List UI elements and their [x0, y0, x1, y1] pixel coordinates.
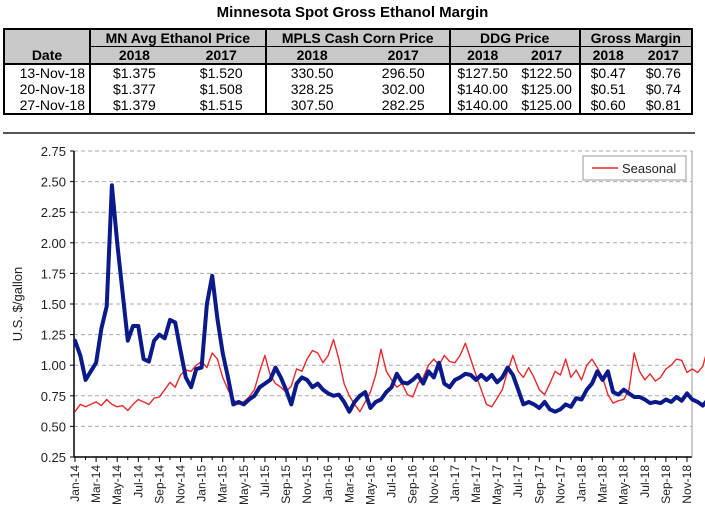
value-cell: $0.60 — [578, 97, 636, 114]
group-header-ethanol: MN Avg Ethanol Price — [89, 29, 266, 47]
value-cell: 282.25 — [381, 97, 425, 113]
year-header: 2017 — [514, 46, 580, 64]
x-tick-label: May-15 — [237, 465, 251, 505]
x-tick-label: Nov-16 — [427, 465, 441, 504]
value-cell: 302.00 — [381, 81, 425, 97]
table-row: 27-Nov-18 $1.379 $1.515 307.50 282.25 $140.00… — [4, 97, 692, 114]
report-title: Minnesota Spot Gross Ethanol Margin — [216, 4, 489, 21]
table-divider — [3, 132, 695, 134]
x-tick-label: May-16 — [363, 465, 377, 505]
value-cell: $1.515 — [199, 97, 243, 113]
legend: Seasonal — [582, 155, 687, 181]
x-tick-label: Jul-15 — [258, 465, 272, 498]
value-cell: 307.50 — [264, 97, 358, 114]
x-tick-label: Mar-18 — [596, 465, 610, 503]
x-tick-label: May-17 — [490, 465, 504, 505]
x-tick-label: Jan-16 — [321, 465, 335, 502]
y-tick-label: 2.50 — [41, 175, 66, 190]
y-tick-label: 0.25 — [41, 450, 66, 465]
value-cell: $0.81 — [645, 97, 681, 113]
value-cell: $0.76 — [635, 63, 692, 81]
y-tick-label: 2.25 — [41, 205, 66, 220]
y-tick-label: 1.50 — [41, 297, 66, 312]
year-header: 2018 — [264, 46, 358, 64]
date-cell: 13-Nov-18 — [4, 63, 90, 81]
group-header-corn: MPLS Cash Corn Price — [264, 29, 450, 47]
x-tick-label: Nov-14 — [174, 465, 188, 504]
value-cell: $1.508 — [199, 81, 243, 97]
x-tick-label: Nov-15 — [300, 465, 314, 504]
year-header: 2018 — [578, 46, 636, 64]
value-cell: $125.00 — [521, 97, 572, 113]
value-cell: $140.00 — [448, 81, 515, 97]
x-tick-label: Mar-14 — [89, 465, 103, 503]
x-tick-label: Jul-16 — [385, 465, 399, 498]
gross-margin-chart: 0.25 0.50 0.75 1.00 1.25 1.50 1.75 2.00 2.25 2.50… — [10, 144, 705, 505]
date-cell: 20-Nov-18 — [19, 81, 85, 97]
value-cell: $125.00 — [521, 81, 572, 97]
value-cell: $1.520 — [177, 63, 266, 81]
table-row: 20-Nov-18 $1.377 $1.508 328.25 302.00 $140.00… — [4, 81, 692, 97]
x-tick-label: Jan-17 — [448, 465, 462, 502]
value-cell: $1.379 — [89, 97, 178, 114]
x-axis-ticks: Jan-14 Mar-14 May-14 Jul-14 Sep-14 Nov-14 Jan-… — [68, 457, 694, 505]
series-lines — [73, 183, 705, 414]
date-cell: 27-Nov-18 — [19, 97, 85, 113]
y-tick-label: 1.00 — [41, 358, 66, 373]
value-cell: 328.25 — [264, 81, 358, 97]
group-header-ddg: DDG Price — [448, 29, 580, 47]
x-tick-label: Jan-14 — [68, 465, 82, 502]
y-tick-label: 2.75 — [41, 144, 66, 159]
x-tick-label: May-14 — [110, 465, 124, 505]
y-tick-label: 0.50 — [41, 419, 66, 434]
year-header: 2018 — [448, 46, 515, 64]
y-tick-label: 1.75 — [41, 266, 66, 281]
date-header: Date — [4, 29, 90, 65]
value-cell: $0.74 — [645, 81, 681, 97]
year-header: 2018 — [89, 46, 178, 64]
x-tick-label: May-18 — [617, 465, 631, 505]
x-tick-label: Sep-18 — [659, 465, 673, 504]
value-cell: $1.377 — [89, 81, 178, 97]
y-tick-label: 1.25 — [41, 328, 66, 343]
y-axis-ticks: 0.25 0.50 0.75 1.00 1.25 1.50 1.75 2.00 2.25 2.50… — [41, 144, 74, 465]
year-header: 2017 — [357, 46, 450, 64]
x-tick-label: Mar-16 — [342, 465, 356, 503]
value-cell: $127.50 — [448, 63, 515, 81]
value-cell: $0.51 — [578, 81, 636, 97]
year-header: 2017 — [635, 46, 692, 64]
x-tick-label: Sep-14 — [152, 465, 166, 504]
x-tick-label: Jan-18 — [574, 465, 588, 502]
x-tick-label: Mar-15 — [216, 465, 230, 503]
value-cell: $0.47 — [578, 63, 636, 81]
x-tick-label: Jul-17 — [511, 465, 525, 498]
gridlines — [73, 150, 693, 458]
x-tick-label: Jan-15 — [195, 465, 209, 502]
legend-seasonal-label: Seasonal — [622, 161, 676, 176]
x-tick-label: Jul-14 — [131, 465, 145, 498]
x-tick-label: Jul-18 — [638, 465, 652, 498]
group-header-margin: Gross Margin — [578, 29, 692, 47]
x-tick-label: Sep-15 — [279, 465, 293, 504]
year-header: 2017 — [177, 46, 266, 64]
y-tick-label: 0.75 — [41, 389, 66, 404]
x-tick-label: Sep-16 — [406, 465, 420, 504]
value-cell: $140.00 — [448, 97, 515, 114]
x-tick-label: Nov-17 — [553, 465, 567, 504]
x-tick-label: Nov-18 — [680, 465, 694, 504]
value-cell: $1.375 — [89, 63, 178, 81]
value-cell: 330.50 — [264, 63, 358, 81]
y-tick-label: 2.00 — [41, 236, 66, 251]
series-gross-margin-line — [73, 183, 705, 414]
spot-price-table: Date MN Avg Ethanol Price MPLS Cash Corn… — [3, 28, 693, 115]
value-cell: $122.50 — [514, 63, 580, 81]
x-tick-label: Sep-17 — [532, 465, 546, 504]
table-row: 13-Nov-18 $1.375 $1.520 330.50 296.50 $127.50… — [4, 63, 692, 81]
x-tick-label: Mar-17 — [469, 465, 483, 503]
y-axis-title: U.S. $/gallon — [10, 267, 25, 341]
value-cell: 296.50 — [357, 63, 450, 81]
